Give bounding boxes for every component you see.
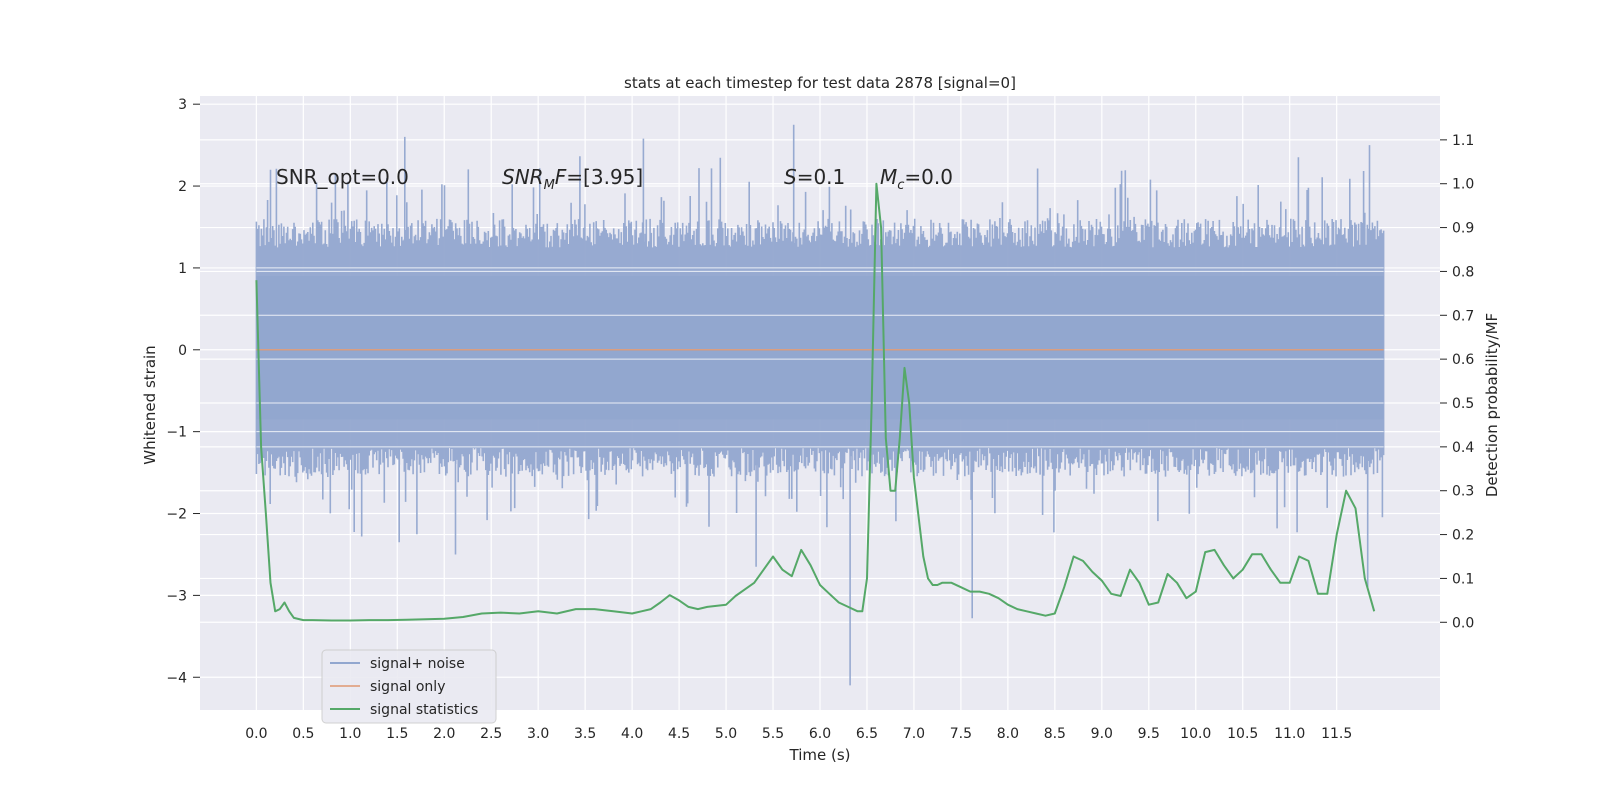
y-right-tick-label: 0.3 xyxy=(1452,484,1474,500)
annotation-snr-mf-value: =[3.95] xyxy=(566,165,643,189)
x-tick-label: 2.5 xyxy=(480,726,502,742)
annotation-snr-mf: SNRMF=[3.95] xyxy=(502,165,643,193)
x-tick-label: 7.5 xyxy=(950,726,972,742)
legend-label-stats: signal statistics xyxy=(370,702,478,718)
legend-box xyxy=(321,649,497,724)
annotation-s: S=0.1 xyxy=(784,165,845,189)
y-left-tick-label: −3 xyxy=(166,588,187,604)
y-right-tick-label: 0.6 xyxy=(1452,352,1474,368)
x-tick-label: 8.5 xyxy=(1044,726,1066,742)
x-tick-label: 3.5 xyxy=(574,726,596,742)
y-right-tick-label: 0.4 xyxy=(1452,440,1474,456)
y-right-tick-label: 0.2 xyxy=(1452,528,1474,544)
x-tick-label: 11.5 xyxy=(1321,726,1352,742)
x-tick-label: 2.0 xyxy=(433,726,455,742)
y-right-tick-labels: 1.1 1.0 0.9 0.8 0.7 0.6 0.5 0.4 0.3 0.2 0.1 0.0 xyxy=(1440,133,1474,631)
signal-statistics-line xyxy=(255,182,1376,622)
legend-label-signal: signal only xyxy=(370,679,445,695)
y-axis-right-label: Detection probability/MF xyxy=(1483,313,1501,497)
x-tick-label: 10.5 xyxy=(1227,726,1258,742)
annotation-s-var: S xyxy=(784,165,797,189)
series-lines xyxy=(255,182,1384,622)
y-left-tick-label: −4 xyxy=(166,670,187,686)
chart-title: stats at each timestep for test data 287… xyxy=(624,74,1016,92)
y-left-tick-label: −1 xyxy=(166,425,187,441)
annotation-snr-mf-rest: F xyxy=(555,165,567,189)
x-tick-label: 1.5 xyxy=(386,726,408,742)
x-tick-label: 3.0 xyxy=(527,726,549,742)
x-tick-label: 9.5 xyxy=(1138,726,1160,742)
annotation-snr-mf-sub: M xyxy=(544,178,555,193)
x-tick-label: 0.5 xyxy=(292,726,314,742)
annotation-snr-opt: SNR_opt=0.0 xyxy=(276,165,409,189)
x-tick-label: 5.5 xyxy=(762,726,784,742)
x-tick-label: 9.0 xyxy=(1091,726,1113,742)
legend: signal+ noise signal only signal statist… xyxy=(321,649,497,724)
y-axis-left-label: Whitened strain xyxy=(141,345,159,464)
y-right-tick-label: 1.0 xyxy=(1452,177,1474,193)
y-right-tick-label: 0.7 xyxy=(1452,308,1474,324)
annotation-s-value: =0.1 xyxy=(797,165,846,189)
y-right-tick-label: 0.9 xyxy=(1452,221,1474,237)
y-right-tick-label: 0.0 xyxy=(1452,615,1474,631)
y-left-tick-label: 3 xyxy=(178,97,187,113)
x-tick-label: 4.5 xyxy=(668,726,690,742)
x-tick-label: 6.0 xyxy=(809,726,831,742)
x-tick-label: 4.0 xyxy=(621,726,643,742)
noise-core-band xyxy=(256,276,1384,420)
x-tick-label: 0.0 xyxy=(245,726,267,742)
y-right-tick-label: 0.8 xyxy=(1452,264,1474,280)
x-tick-label: 5.0 xyxy=(715,726,737,742)
y-right-tick-label: 0.1 xyxy=(1452,571,1474,587)
annotation-mc-value: =0.0 xyxy=(904,165,953,189)
y-left-tick-label: 1 xyxy=(178,261,187,277)
x-tick-labels: 0.0 0.5 1.0 1.5 2.0 2.5 3.0 3.5 4.0 4.5 5.0 5.5 6.0 6… xyxy=(245,726,1352,742)
x-tick-label: 10.0 xyxy=(1180,726,1211,742)
annotation-mc-var: M xyxy=(880,165,897,189)
y-left-tick-label: −2 xyxy=(166,507,187,523)
x-tick-label: 1.0 xyxy=(339,726,361,742)
x-tick-label: 8.0 xyxy=(997,726,1019,742)
y-left-tick-labels: 3 2 1 0 −1 −2 −3 −4 xyxy=(166,97,200,686)
x-tick-label: 7.0 xyxy=(903,726,925,742)
annotation-snr-mf-main: SNR xyxy=(502,165,544,189)
x-tick-label: 11.0 xyxy=(1274,726,1305,742)
y-right-tick-label: 0.5 xyxy=(1452,396,1474,412)
annotation-mc-sub: c xyxy=(897,178,904,193)
annotation-mc: Mc=0.0 xyxy=(880,165,953,193)
x-axis-label: Time (s) xyxy=(789,746,851,764)
legend-label-noise: signal+ noise xyxy=(370,656,465,672)
series-signal-noise xyxy=(255,124,1385,686)
x-tick-label: 6.5 xyxy=(856,726,878,742)
y-left-tick-label: 0 xyxy=(178,343,187,359)
y-left-tick-label: 2 xyxy=(178,179,187,195)
y-right-tick-label: 1.1 xyxy=(1452,133,1474,149)
